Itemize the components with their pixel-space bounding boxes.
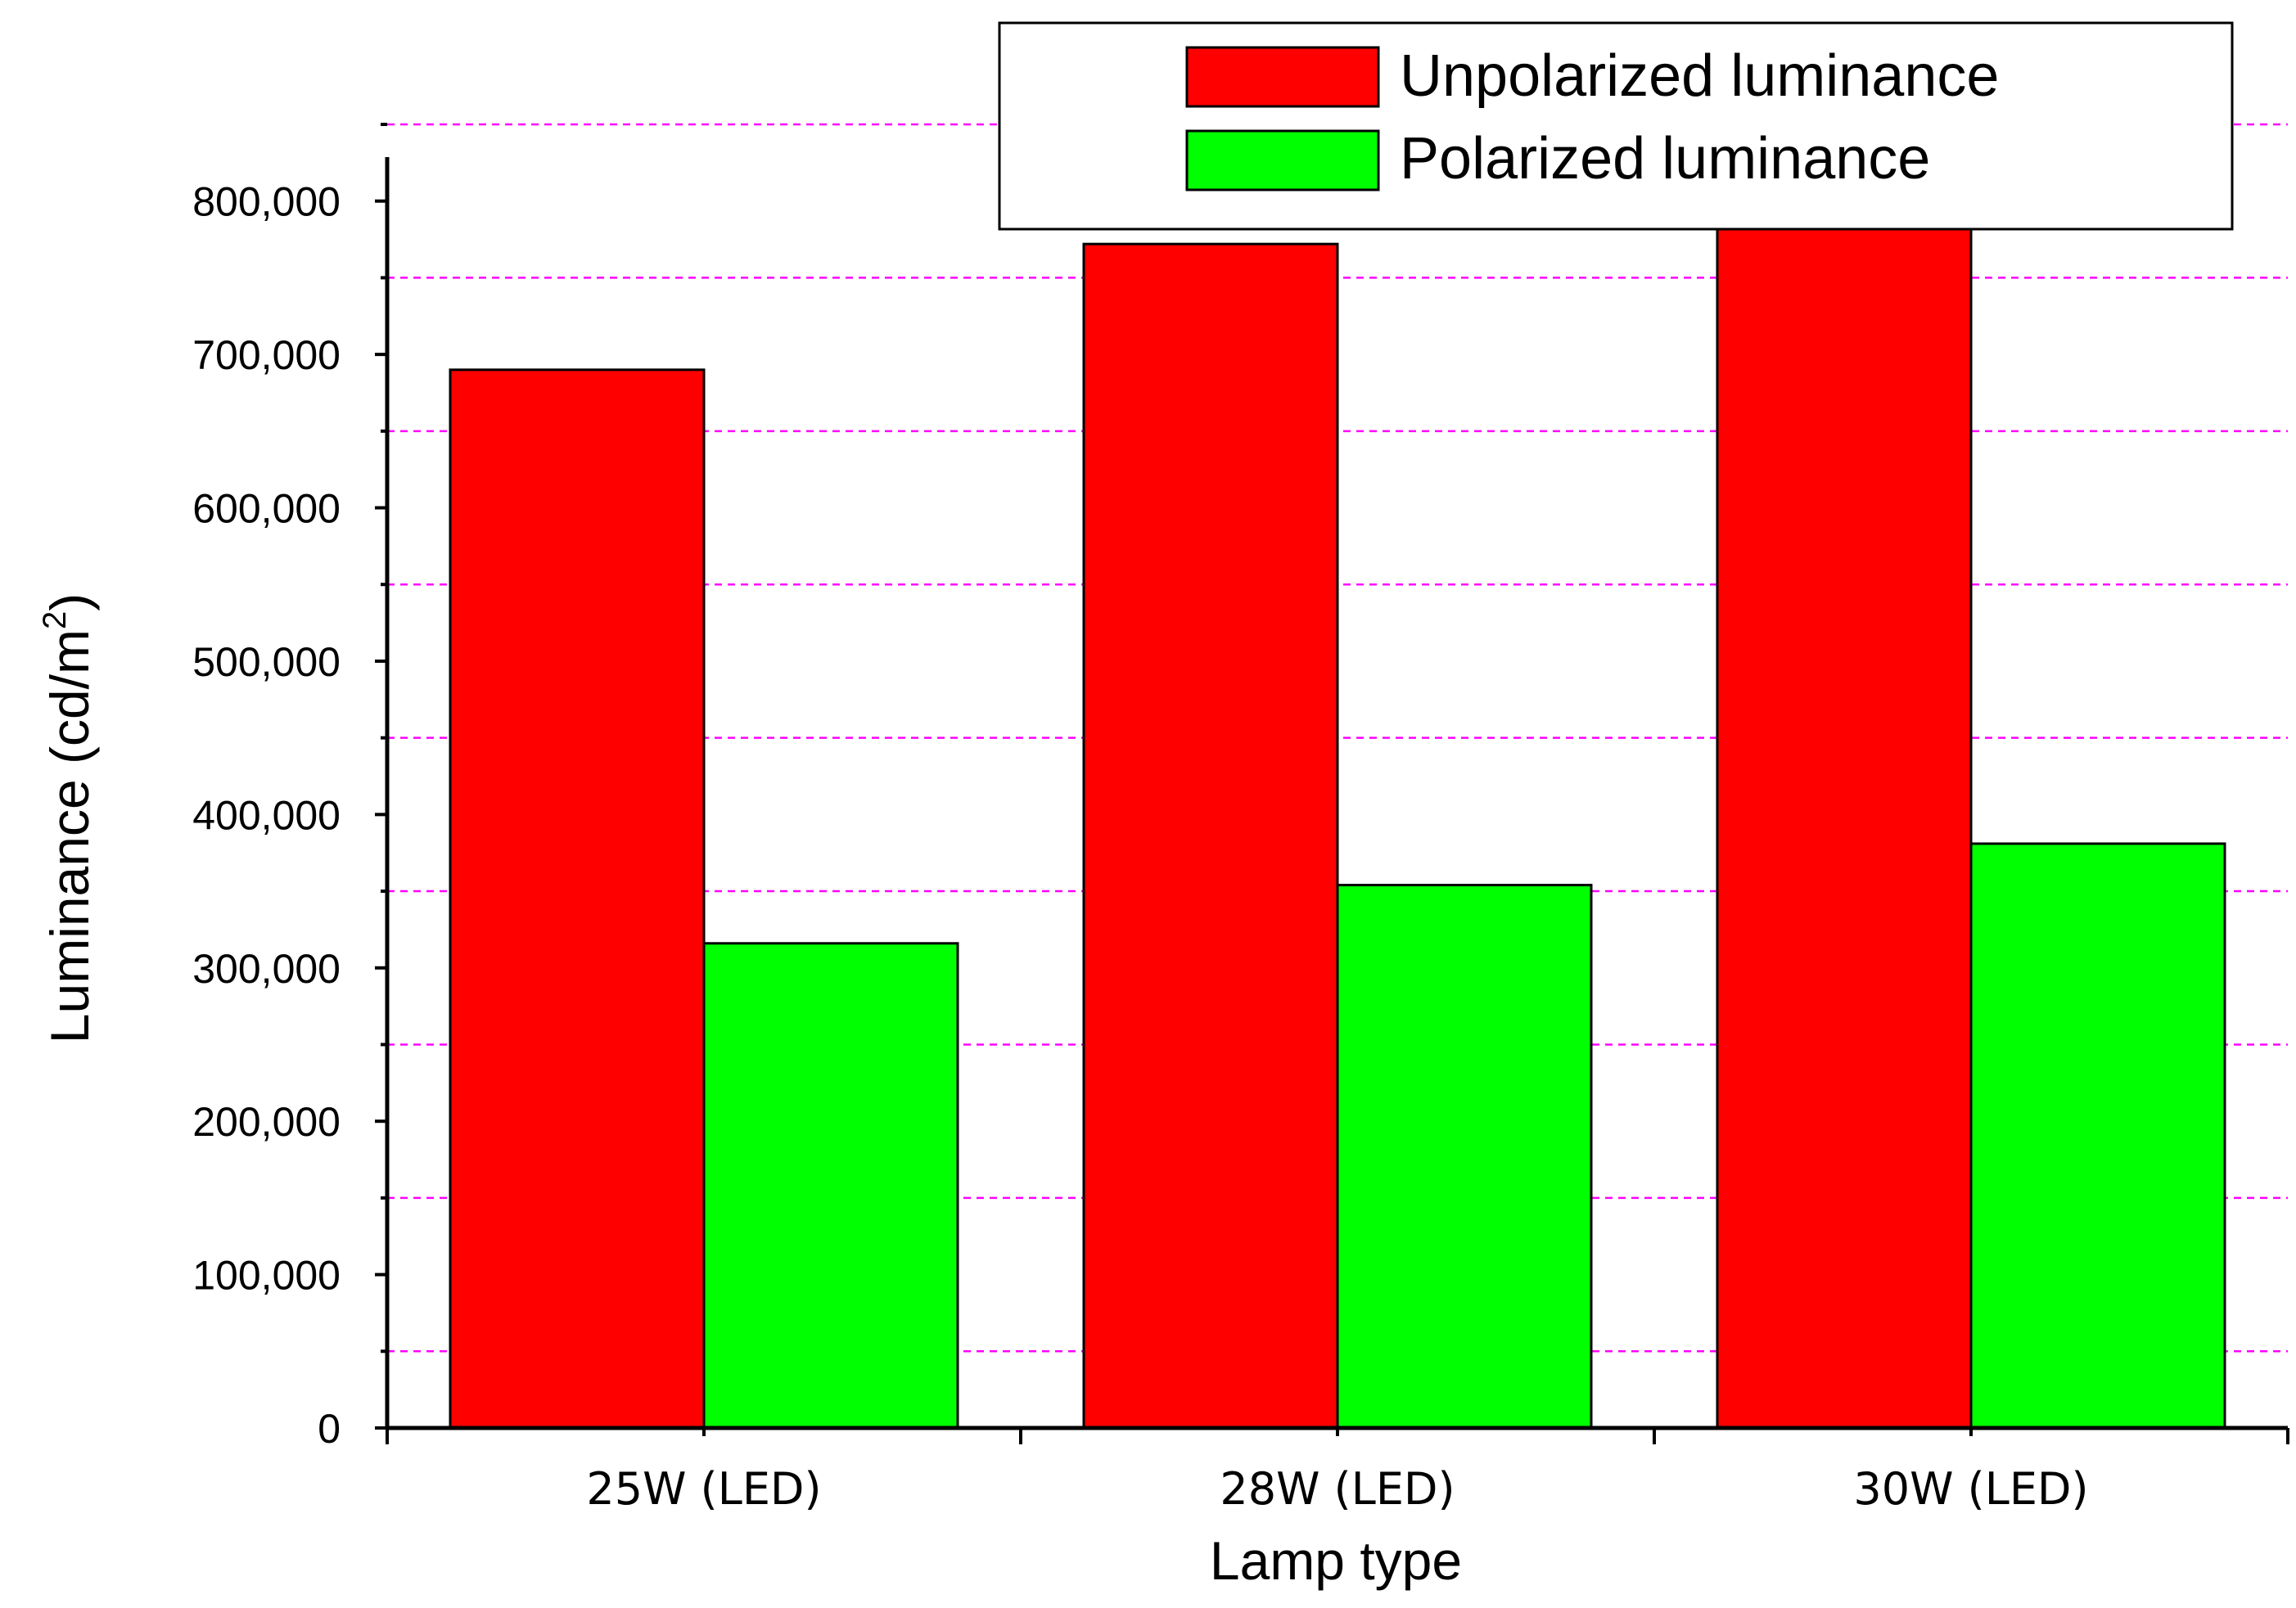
y-tick-label: 800,000 [192, 179, 341, 225]
x-ticks: 25W (LED) 28W (LED) 30W (LED) [386, 1428, 2289, 1515]
legend-label-unpolarized: Unpolarized luminance [1400, 43, 1999, 109]
legend-swatch-polarized [1185, 129, 1380, 191]
bar-polarized [702, 942, 959, 1430]
y-axis-title-close: ) [39, 593, 100, 611]
y-tick-label: 700,000 [192, 332, 341, 378]
y-tick-label: 400,000 [192, 792, 341, 838]
legend-swatch-unpolarized [1185, 46, 1380, 108]
legend: Unpolarized luminance Polarized luminanc… [998, 21, 2234, 231]
bars [449, 156, 2226, 1430]
bar-unpolarized [1716, 156, 1973, 1430]
x-axis-title: Lamp type [1210, 1530, 1462, 1591]
y-tick-label: 100,000 [192, 1253, 341, 1299]
y-axis-title: Luminance (cd/m2) [37, 593, 100, 1043]
bar-unpolarized [449, 368, 706, 1430]
bar-unpolarized [1082, 242, 1339, 1430]
y-tick-label: 200,000 [192, 1099, 341, 1145]
y-tick-label: 0 [318, 1406, 341, 1452]
y-axis-title-main: Luminance (cd/m [39, 629, 100, 1043]
y-tick-label: 500,000 [192, 639, 341, 685]
x-tick-label: 25W (LED) [586, 1463, 821, 1515]
bar-polarized [1336, 884, 1593, 1430]
bar-polarized [1969, 842, 2226, 1430]
legend-label-polarized: Polarized luminance [1400, 126, 1930, 191]
x-tick-label: 30W (LED) [1853, 1463, 2088, 1515]
y-tick-label: 300,000 [192, 946, 341, 992]
x-tick-label: 28W (LED) [1220, 1463, 1455, 1515]
y-axis-title-superscript: 2 [37, 611, 73, 629]
y-ticks: 0 100,000 200,000 300,000 400,000 500,000 600,… [192, 123, 387, 1452]
y-tick-label: 600,000 [192, 486, 341, 532]
